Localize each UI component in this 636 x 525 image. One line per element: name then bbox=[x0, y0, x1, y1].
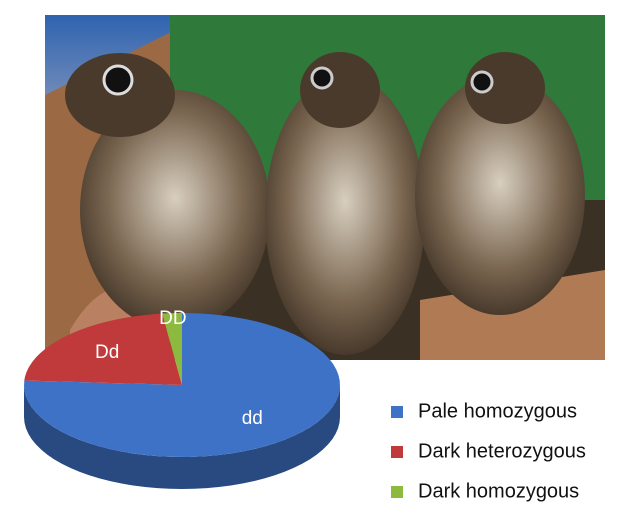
slice-label: DD bbox=[159, 308, 186, 329]
pie-slice-side bbox=[24, 385, 340, 489]
pie-slice bbox=[24, 313, 182, 385]
photo bbox=[45, 15, 605, 360]
legend-swatch bbox=[391, 486, 403, 498]
legend-swatch bbox=[391, 446, 403, 458]
pie-slice bbox=[162, 313, 182, 385]
legend: Pale homozygous Dark heterozygous Dark hom… bbox=[391, 400, 586, 502]
legend-label: Dark heterozygous bbox=[418, 440, 586, 462]
legend-label: Pale homozygous bbox=[418, 400, 577, 422]
legend-label: Dark homozygous bbox=[418, 480, 579, 502]
legend-swatch bbox=[391, 406, 403, 418]
pie-slice bbox=[24, 313, 340, 457]
slice-label: dd bbox=[242, 408, 263, 429]
pie-chart: dd Dd DD bbox=[24, 308, 340, 489]
slice-label: Dd bbox=[95, 342, 119, 363]
